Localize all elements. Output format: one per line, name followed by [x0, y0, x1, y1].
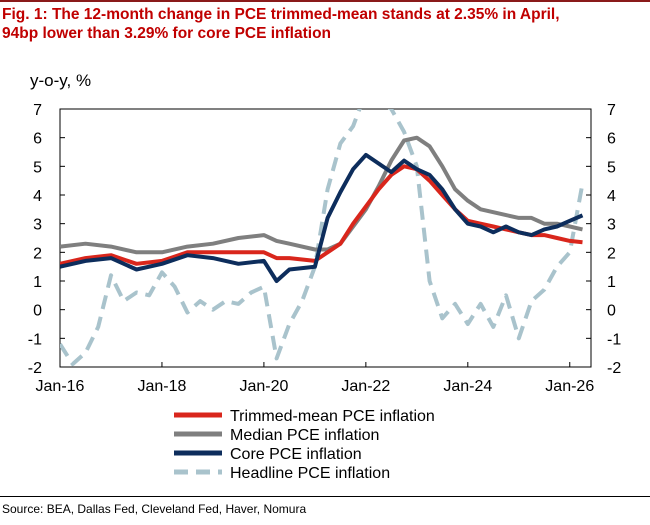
- x-tick-label: Jan-16: [36, 378, 85, 395]
- y-tick-label-left: 2: [33, 245, 42, 262]
- plot-border: [59, 108, 592, 368]
- figure-title: Fig. 1: The 12-month change in PCE trimm…: [2, 5, 648, 43]
- series-line-core-pce-inflation: [60, 152, 584, 283]
- y-axis-left: 7 6 5 4 3 2 1 0 -1 -2: [28, 102, 65, 377]
- x-tick-label: Jan-22: [341, 378, 390, 395]
- x-tick-label: Jan-26: [545, 378, 594, 395]
- y-tick-label-left: 1: [33, 274, 42, 291]
- y-tick-label-right: -1: [607, 331, 621, 348]
- figure-title-line-1: Fig. 1: The 12-month change in PCE trimm…: [2, 6, 560, 23]
- legend: Trimmed-mean PCE inflation Median PCE inf…: [174, 408, 435, 482]
- y-tick-label-left: 5: [33, 159, 42, 176]
- y-tick-label-right: -2: [607, 360, 621, 377]
- plot-area: [59, 108, 592, 368]
- y-tick-label-left: -2: [28, 360, 42, 377]
- legend-label: Median PCE inflation: [230, 427, 379, 444]
- y-tick-label-right: 4: [607, 188, 616, 205]
- y-tick-label-right: 2: [607, 245, 616, 262]
- y-tick-label-right: 3: [607, 217, 616, 234]
- y-tick-label-right: 1: [607, 274, 616, 291]
- y-tick-label-right: 6: [607, 131, 616, 148]
- x-tick-label: Jan-20: [239, 378, 288, 395]
- x-tick-label: Jan-24: [443, 378, 492, 395]
- y-tick-label-left: 6: [33, 131, 42, 148]
- series-layer: [60, 109, 585, 367]
- x-axis: Jan-16 Jan-18 Jan-20 Jan-22 Jan-24 Jan-26: [36, 362, 594, 395]
- legend-label: Trimmed-mean PCE inflation: [230, 408, 435, 425]
- legend-label: Headline PCE inflation: [230, 465, 390, 482]
- y-axis-right: 7 6 5 4 3 2 1 0 -1 -2: [586, 102, 621, 377]
- y-tick-label-left: 3: [33, 217, 42, 234]
- y-tick-label-left: 7: [33, 102, 42, 119]
- y-axis-label: y-o-y, %: [30, 71, 91, 90]
- y-tick-label-right: 5: [607, 159, 616, 176]
- x-tick-label: Jan-18: [137, 378, 186, 395]
- title-bar: [0, 0, 650, 2]
- figure-title-line-2: 94bp lower than 3.29% for core PCE infla…: [2, 25, 332, 42]
- y-tick-label-left: 0: [33, 303, 42, 320]
- y-tick-label-right: 0: [607, 303, 616, 320]
- y-tick-label-left: 4: [33, 188, 42, 205]
- source-note: Source: BEA, Dallas Fed, Cleveland Fed, …: [2, 502, 307, 516]
- y-tick-label-right: 7: [607, 102, 616, 119]
- source-divider: [0, 496, 650, 497]
- legend-label: Core PCE inflation: [230, 446, 362, 463]
- y-tick-label-left: -1: [28, 331, 42, 348]
